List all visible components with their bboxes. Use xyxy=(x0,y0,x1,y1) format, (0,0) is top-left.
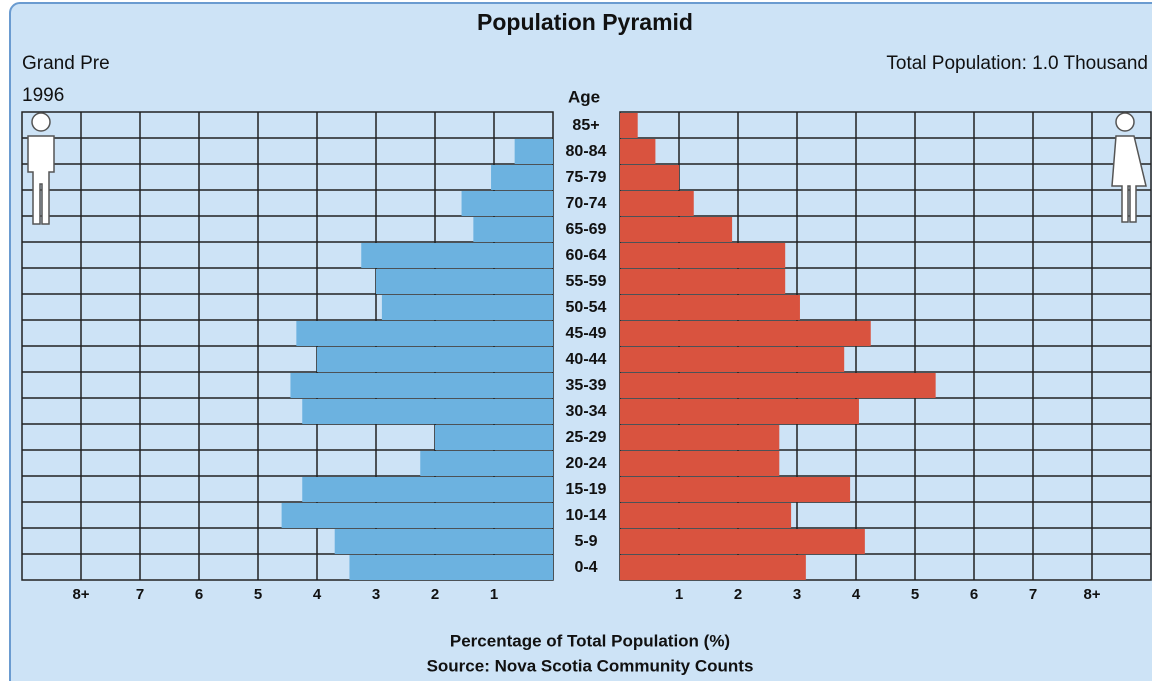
bar xyxy=(620,243,786,268)
x-tick-label: 8+ xyxy=(72,586,89,603)
chart-title: Population Pyramid xyxy=(477,9,693,35)
bar xyxy=(420,451,553,476)
x-tick-label: 6 xyxy=(970,586,978,603)
bar xyxy=(461,191,553,216)
x-tick-label: 7 xyxy=(136,586,144,603)
bar xyxy=(514,139,553,164)
bar xyxy=(620,113,638,138)
category-label: 80-84 xyxy=(566,143,607,160)
x-tick-label: 4 xyxy=(852,586,861,603)
category-label: 35-39 xyxy=(566,377,607,394)
bar xyxy=(620,191,694,216)
category-label: 55-59 xyxy=(566,273,607,290)
bar xyxy=(435,425,553,450)
category-label: 25-29 xyxy=(566,429,607,446)
bar xyxy=(296,321,553,346)
category-label: 75-79 xyxy=(566,169,607,186)
category-label: 5-9 xyxy=(574,533,597,550)
category-label: 40-44 xyxy=(566,351,607,368)
x-tick-label: 3 xyxy=(372,586,380,603)
bar xyxy=(491,165,553,190)
x-tick-label: 2 xyxy=(431,586,439,603)
bar xyxy=(290,373,553,398)
category-label: 10-14 xyxy=(566,507,607,524)
source: Source: Nova Scotia Community Counts xyxy=(427,656,754,675)
bar xyxy=(361,243,553,268)
bar xyxy=(620,347,845,372)
x-tick-label: 1 xyxy=(675,586,683,603)
bar xyxy=(376,269,553,294)
x-tick-label: 1 xyxy=(490,586,498,603)
category-label: 15-19 xyxy=(566,481,607,498)
male-icon xyxy=(27,112,55,225)
x-tick-label: 3 xyxy=(793,586,801,603)
bar xyxy=(473,217,553,242)
bar xyxy=(302,477,553,502)
bar xyxy=(281,503,553,528)
category-label: 85+ xyxy=(572,117,599,134)
bar xyxy=(381,295,553,320)
category-label: 60-64 xyxy=(566,247,607,264)
category-label: 70-74 xyxy=(566,195,607,212)
category-label: 0-4 xyxy=(574,559,597,576)
x-tick-label: 2 xyxy=(734,586,742,603)
bar xyxy=(302,399,553,424)
bar xyxy=(620,321,871,346)
bar xyxy=(620,269,786,294)
bar xyxy=(620,503,792,528)
year: 1996 xyxy=(22,85,64,106)
x-tick-label: 4 xyxy=(313,586,322,603)
plot: 1 2 3 4 5 6 7 8+ 1 2 3 4 5 6 7 8+ 85+ 80-84 75-79 70-74 65-6… xyxy=(21,111,1152,603)
category-label: 30-34 xyxy=(566,403,607,420)
bar xyxy=(334,529,553,554)
category-label: 20-24 xyxy=(566,455,607,472)
bar xyxy=(620,529,865,554)
bar xyxy=(620,217,733,242)
category-label: 50-54 xyxy=(566,299,607,316)
bar xyxy=(620,295,800,320)
place: Grand Pre xyxy=(22,53,110,74)
bar xyxy=(620,477,851,502)
bar xyxy=(317,347,553,372)
total-population: Total Population: 1.0 Thousand xyxy=(886,53,1148,74)
x-tick-label: 6 xyxy=(195,586,203,603)
category-label: Age xyxy=(568,87,600,106)
x-tick-label: 7 xyxy=(1029,586,1037,603)
bar xyxy=(620,165,679,190)
x-tick-label: 8+ xyxy=(1083,586,1100,603)
bar xyxy=(620,399,859,424)
category-label: 45-49 xyxy=(566,325,607,342)
bar xyxy=(620,425,780,450)
bar xyxy=(620,139,656,164)
x-axis-label: Percentage of Total Population (%) xyxy=(450,631,730,650)
x-tick-label: 5 xyxy=(254,586,262,603)
x-tick-label: 5 xyxy=(911,586,919,603)
bar xyxy=(620,373,936,398)
bar xyxy=(349,555,553,580)
female-icon xyxy=(1111,112,1147,223)
category-label: 65-69 xyxy=(566,221,607,238)
bar xyxy=(620,555,806,580)
bar xyxy=(620,451,780,476)
